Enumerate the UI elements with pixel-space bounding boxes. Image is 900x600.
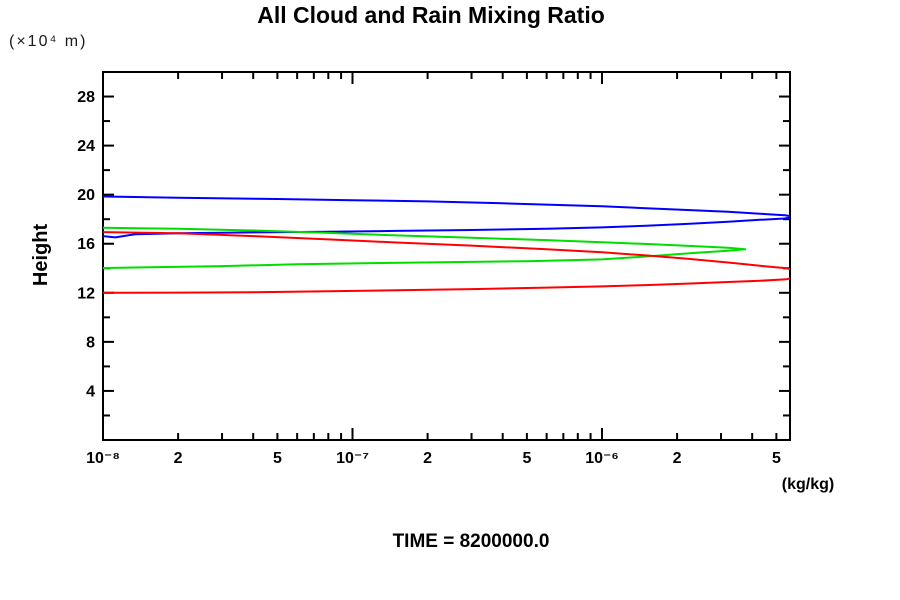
x-tick-label: 10⁻⁶ [585, 450, 619, 467]
y-axis-unit-label: (×10⁴ m) [9, 33, 88, 50]
y-tick-label: 24 [77, 138, 95, 155]
x-tick-label: 2 [673, 450, 682, 467]
x-tick-label: 5 [273, 450, 282, 467]
x-tick-label: 10⁻⁸ [86, 450, 120, 467]
x-axis-unit-label: (kg/kg) [781, 476, 835, 493]
series-blue-profile [103, 195, 790, 239]
y-tick-label: 4 [86, 383, 95, 400]
x-tick-label: 2 [174, 450, 183, 467]
time-annotation: TIME = 8200000.0 [392, 531, 550, 552]
series-green-profile [103, 226, 747, 269]
y-tick-label: 28 [77, 89, 95, 106]
x-tick-label: 5 [522, 450, 531, 467]
chart-title: All Cloud and Rain Mixing Ratio [257, 2, 605, 28]
y-tick-label: 20 [77, 187, 95, 204]
y-tick-label: 8 [86, 334, 95, 351]
y-tick-label: 12 [77, 285, 95, 302]
series-red-profile [103, 231, 790, 294]
plot-frame [102, 71, 791, 441]
x-tick-label: 10⁻⁷ [336, 450, 369, 467]
y-tick-label: 16 [77, 236, 95, 253]
x-tick-label: 2 [423, 450, 432, 467]
x-tick-label: 5 [772, 450, 781, 467]
